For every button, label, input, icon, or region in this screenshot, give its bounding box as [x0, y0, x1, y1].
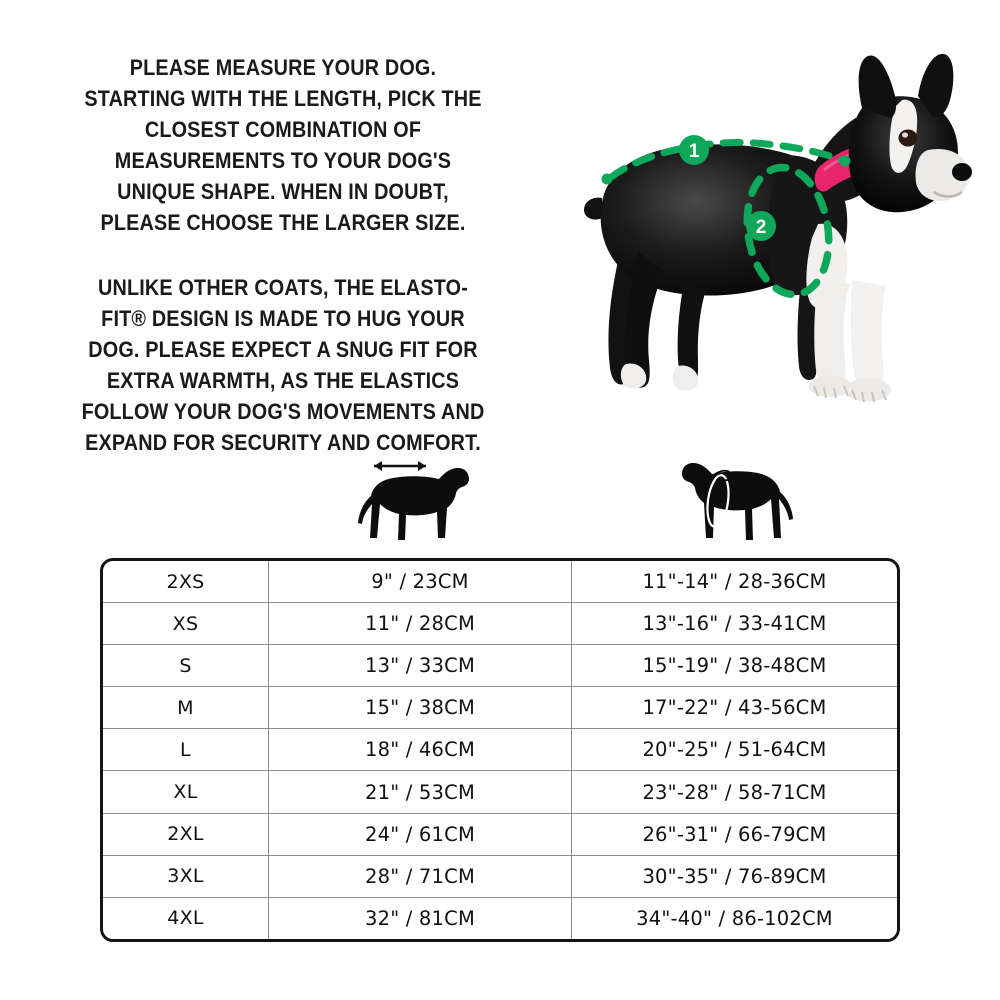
size-label: M — [177, 696, 194, 719]
dog-body-group — [584, 53, 972, 403]
dog-girth-measure-icon — [682, 463, 793, 540]
length-value: 11" / 28CM — [364, 612, 475, 636]
length-value: 9" / 23CM — [371, 570, 469, 594]
length-value: 15" / 38CM — [364, 696, 475, 720]
table-row: S 13" / 33CM 15"-19" / 38-48CM — [103, 644, 897, 687]
cell-girth: 20"-25" / 51-64CM — [571, 729, 897, 771]
girth-tape-tip-icon — [713, 469, 733, 482]
intro-paragraph-2: UNLIKE OTHER COATS, THE ELASTO-FIT® DESI… — [81, 275, 485, 455]
dog-length-measure-icon — [357, 461, 469, 540]
cell-size: L — [103, 729, 268, 770]
cell-girth: 26"-31" / 66-79CM — [571, 813, 897, 855]
cell-girth: 17"-22" / 43-56CM — [571, 687, 897, 729]
length-icon-cell — [265, 452, 568, 556]
size-label: S — [179, 654, 192, 677]
girth-value: 13"-16" / 33-41CM — [642, 612, 827, 636]
length-arrow-icon — [373, 461, 426, 471]
cell-length: 18" / 46CM — [268, 729, 571, 771]
size-label: XS — [172, 612, 199, 635]
cell-size: 2XL — [103, 814, 268, 855]
table-row: 2XL 24" / 61CM 26"-31" / 66-79CM — [103, 812, 897, 855]
length-value: 32" / 81CM — [364, 906, 475, 930]
size-label: 2XL — [167, 823, 204, 846]
girth-value: 15"-19" / 38-48CM — [642, 654, 827, 678]
cell-length: 28" / 71CM — [268, 855, 571, 897]
cell-length: 21" / 53CM — [268, 771, 571, 813]
measurement-overlay-group: 1 2 — [601, 135, 851, 299]
marker-badge-1: 1 — [679, 135, 709, 165]
cell-length: 15" / 38CM — [268, 687, 571, 729]
table-row: XL 21" / 53CM 23"-28" / 58-71CM — [103, 770, 897, 813]
girth-value: 23"-28" / 58-71CM — [642, 780, 827, 804]
cell-size: S — [103, 645, 268, 686]
cell-length: 13" / 33CM — [268, 645, 571, 687]
cell-size: XS — [103, 603, 268, 644]
size-label: 2XS — [166, 570, 205, 593]
length-value: 24" / 61CM — [364, 822, 475, 846]
cell-size: XL — [103, 771, 268, 812]
cell-size: 4XL — [103, 898, 268, 939]
size-label: L — [180, 738, 191, 761]
size-label: 4XL — [167, 907, 204, 930]
girth-value: 11"-14" / 28-36CM — [642, 570, 827, 594]
girth-value: 34"-40" / 86-102CM — [636, 906, 833, 930]
dog-silhouette — [357, 468, 469, 540]
cell-size: 2XS — [103, 561, 268, 602]
cell-length: 11" / 28CM — [268, 603, 571, 645]
dog-silhouette — [682, 463, 793, 540]
girth-value: 17"-22" / 43-56CM — [642, 696, 827, 720]
cell-girth: 30"-35" / 76-89CM — [571, 855, 897, 897]
girth-guide-loop — [743, 163, 833, 299]
table-row: XS 11" / 28CM 13"-16" / 33-41CM — [103, 602, 897, 645]
cell-girth: 15"-19" / 38-48CM — [571, 645, 897, 687]
table-row: L 18" / 46CM 20"-25" / 51-64CM — [103, 728, 897, 771]
marker-2-label: 2 — [756, 217, 767, 238]
cell-length: 32" / 81CM — [268, 897, 571, 939]
length-value: 28" / 71CM — [364, 864, 475, 888]
cell-size: 3XL — [103, 856, 268, 897]
intro-copy: PLEASE MEASURE YOUR DOG. STARTING WITH T… — [52, 52, 514, 458]
table-row: 2XS 9" / 23CM 11"-14" / 28-36CM — [103, 561, 897, 603]
marker-badge-2: 2 — [746, 211, 776, 241]
cell-girth: 34"-40" / 86-102CM — [571, 897, 897, 939]
cell-size: M — [103, 687, 268, 728]
cell-girth: 11"-14" / 28-36CM — [571, 561, 897, 603]
marker-1-label: 1 — [689, 141, 700, 162]
cell-length: 24" / 61CM — [268, 813, 571, 855]
cell-girth: 13"-16" / 33-41CM — [571, 603, 897, 645]
cell-girth: 23"-28" / 58-71CM — [571, 771, 897, 813]
table-row: M 15" / 38CM 17"-22" / 43-56CM — [103, 686, 897, 729]
dog-photo: 1 2 — [566, 46, 976, 416]
measurement-icon-row — [100, 452, 900, 556]
table-row: 4XL 32" / 81CM 34"-40" / 86-102CM — [103, 896, 897, 939]
length-value: 18" / 46CM — [364, 738, 475, 762]
girth-icon-cell — [568, 452, 900, 556]
size-label: XL — [173, 781, 198, 804]
intro-paragraph-1: PLEASE MEASURE YOUR DOG. STARTING WITH T… — [84, 55, 482, 235]
size-table: 2XS 9" / 23CM 11"-14" / 28-36CM XS 11" /… — [100, 558, 900, 942]
length-guide-line — [601, 139, 851, 185]
table-row: 3XL 28" / 71CM 30"-35" / 76-89CM — [103, 854, 897, 897]
girth-value: 26"-31" / 66-79CM — [642, 822, 827, 846]
cell-length: 9" / 23CM — [268, 561, 571, 603]
girth-loop-icon — [706, 474, 730, 528]
girth-value: 30"-35" / 76-89CM — [642, 864, 827, 888]
length-value: 21" / 53CM — [364, 780, 475, 804]
size-label: 3XL — [167, 865, 204, 888]
length-value: 13" / 33CM — [364, 654, 475, 678]
girth-value: 20"-25" / 51-64CM — [642, 738, 827, 762]
